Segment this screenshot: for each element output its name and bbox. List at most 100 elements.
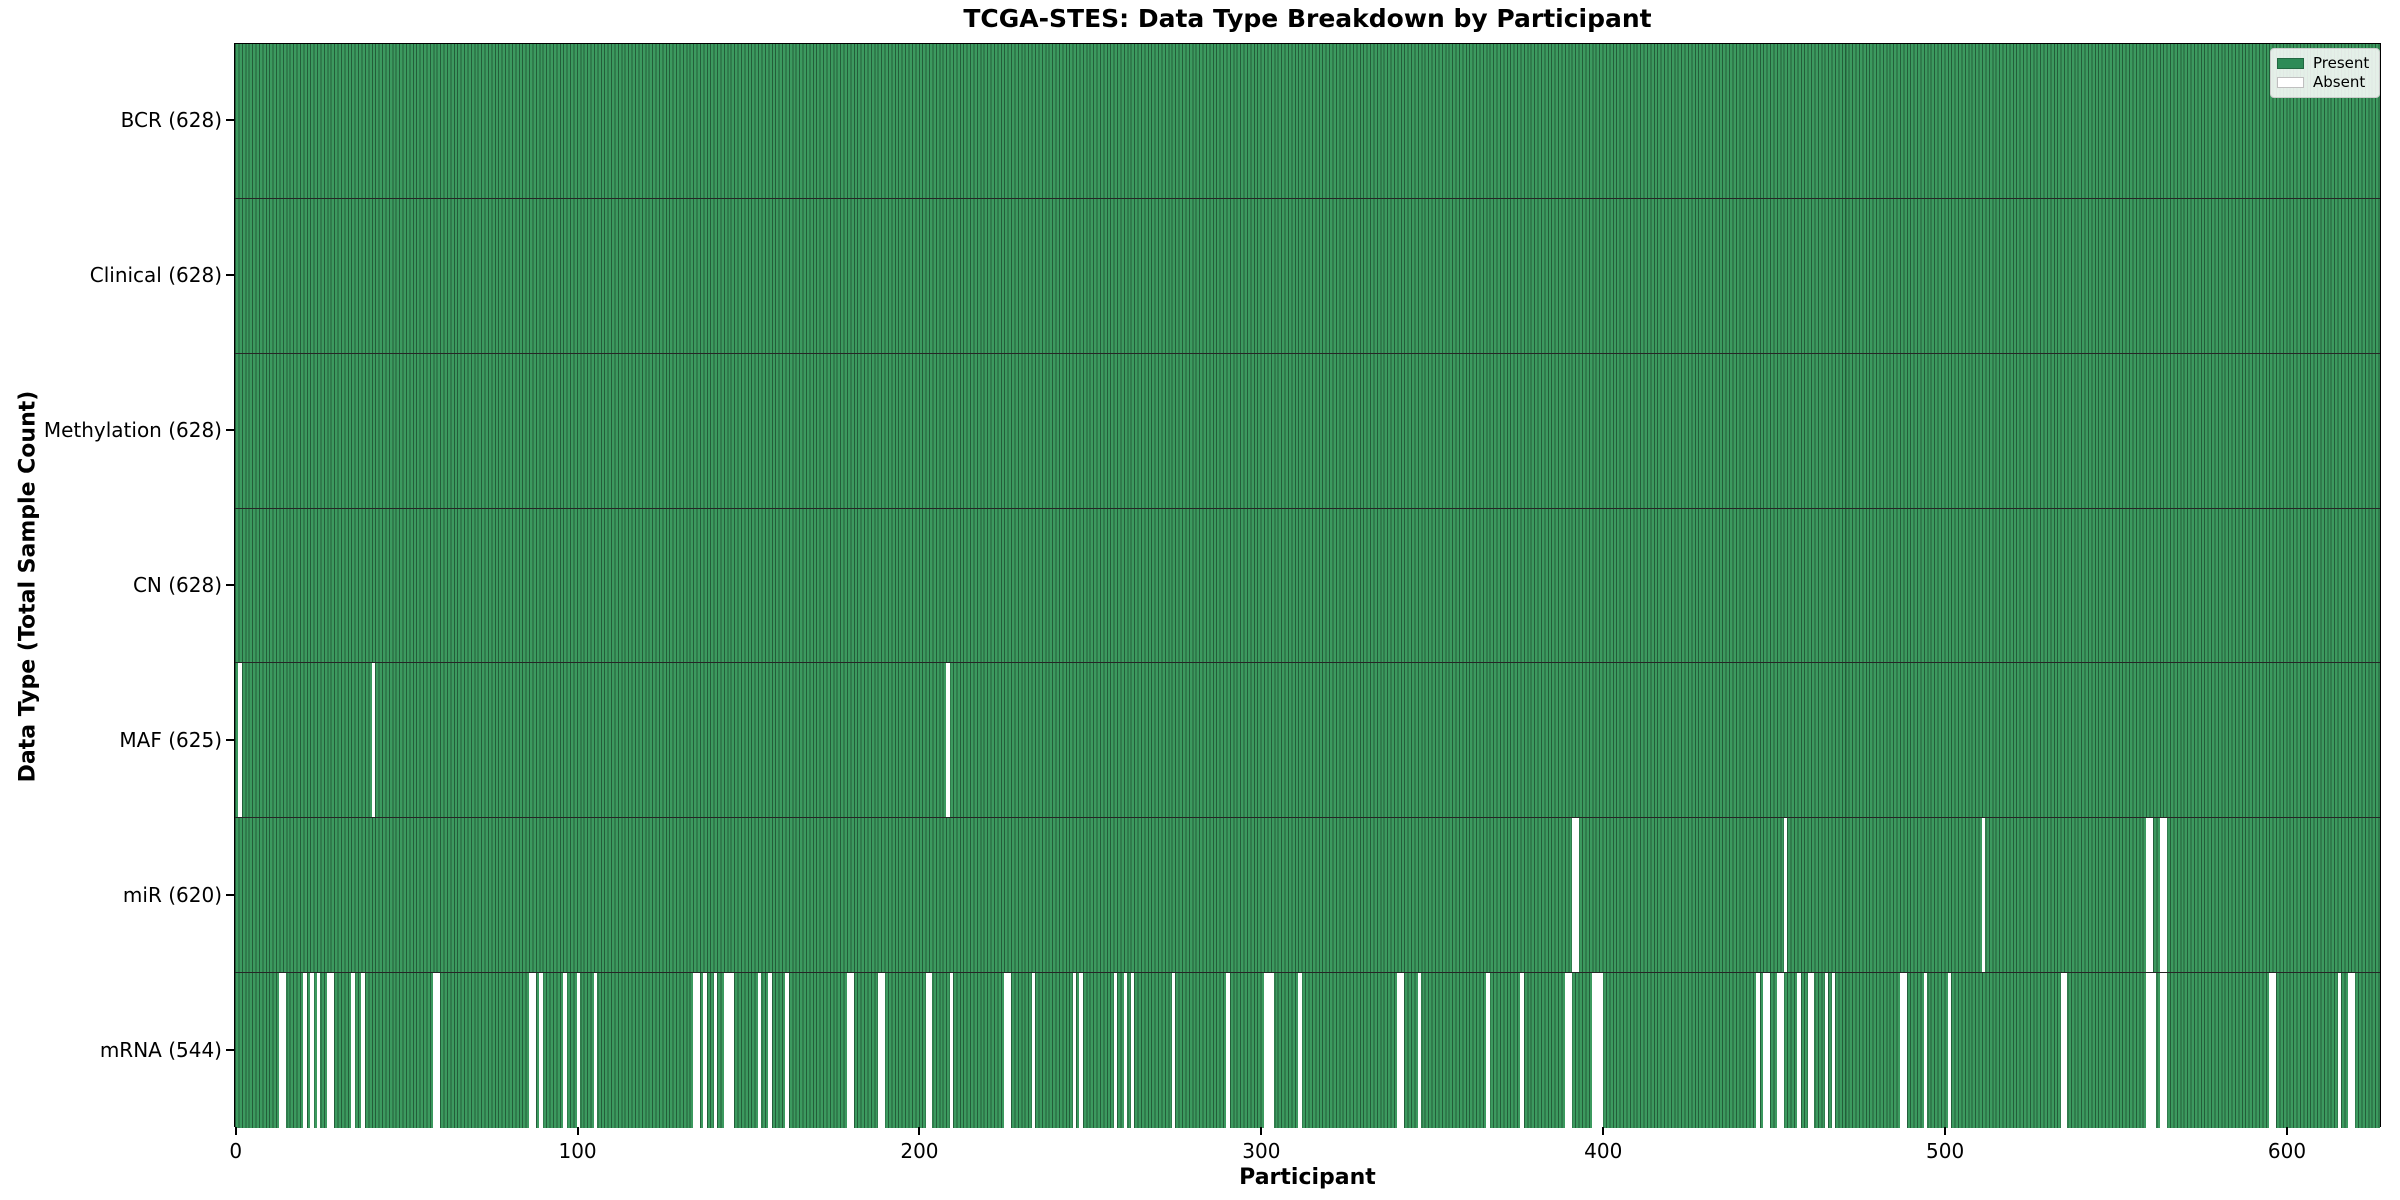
absent-gap	[361, 973, 365, 1128]
absent-gap	[310, 973, 314, 1128]
x-tick-mark	[918, 1127, 921, 1135]
absent-gap	[1575, 818, 1579, 973]
absent-gap	[2146, 818, 2150, 973]
absent-gap	[785, 973, 789, 1128]
absent-gap	[2163, 818, 2167, 973]
absent-gap	[1923, 973, 1928, 1128]
x-tick-label: 100	[558, 1139, 597, 1163]
row-fill-present	[235, 973, 2380, 1128]
absent-gap	[1400, 973, 1405, 1128]
row-fill-present	[235, 44, 2380, 198]
absent-gap	[1568, 973, 1572, 1128]
row-bcr	[235, 44, 2380, 199]
absent-gap	[881, 973, 885, 1128]
row-mrna	[235, 973, 2380, 1128]
absent-gap	[1592, 973, 1596, 1128]
x-tick-mark	[1602, 1127, 1605, 1135]
absent-gap	[1807, 973, 1812, 1128]
absent-gap	[1766, 973, 1771, 1128]
chart-title: TCGA-STES: Data Type Breakdown by Partic…	[963, 4, 1652, 33]
absent-gap	[279, 973, 283, 1128]
absent-gap	[1397, 973, 1401, 1128]
y-tick-label-mrna: mRNA (544)	[99, 1037, 222, 1062]
y-tick-label-mir: miR (620)	[122, 882, 222, 907]
y-tick-label-maf: MAF (625)	[119, 727, 222, 752]
x-tick-label: 500	[1926, 1139, 1965, 1163]
absent-gap	[877, 973, 882, 1128]
absent-gap	[2060, 973, 2065, 1128]
absent-gap	[1130, 973, 1135, 1128]
y-tick-label-cn: CN (628)	[132, 573, 222, 597]
legend-entry-present: Present	[2277, 54, 2371, 73]
absent-gap	[1267, 973, 1271, 1128]
absent-gap	[850, 973, 854, 1128]
absent-gap	[436, 973, 441, 1128]
y-tick-mark	[226, 429, 234, 432]
absent-gap	[2163, 973, 2167, 1128]
absent-gap	[539, 973, 543, 1128]
absent-gap	[1520, 973, 1524, 1128]
y-tick-mark	[226, 584, 234, 586]
absent-gap	[433, 973, 437, 1128]
absent-gap	[1599, 973, 1603, 1128]
x-tick-label: 400	[1584, 1139, 1623, 1163]
legend-swatch-present	[2277, 58, 2304, 69]
legend-label-present: Present	[2313, 54, 2370, 72]
absent-gap	[696, 973, 700, 1128]
legend: Present Absent	[2270, 48, 2380, 98]
absent-gap	[1264, 973, 1268, 1128]
x-tick-label: 600	[2267, 1139, 2307, 1163]
absent-gap	[2269, 973, 2273, 1128]
absent-gap	[730, 973, 735, 1128]
absent-gap	[1824, 973, 1829, 1128]
absent-gap	[1298, 973, 1302, 1128]
absent-gap	[330, 973, 335, 1128]
absent-gap	[925, 973, 929, 1128]
row-fill-present	[235, 353, 2380, 508]
legend-swatch-absent	[2277, 77, 2304, 88]
absent-gap	[593, 973, 598, 1128]
absent-gap	[1763, 973, 1767, 1128]
absent-gap	[576, 973, 581, 1128]
absent-gap	[1831, 973, 1835, 1128]
absent-gap	[2149, 818, 2153, 973]
y-tick-label-clinical: Clinical (628)	[89, 263, 222, 288]
y-tick-mark	[226, 893, 234, 896]
row-mir	[235, 818, 2380, 974]
absent-gap	[371, 663, 376, 818]
legend-label-absent: Absent	[2313, 73, 2366, 91]
absent-gap	[1903, 973, 1907, 1128]
absent-gap	[1171, 973, 1176, 1128]
absent-gap	[1123, 973, 1128, 1128]
absent-gap	[1031, 973, 1035, 1128]
y-tick-mark	[226, 1048, 234, 1051]
absent-gap	[532, 973, 536, 1128]
absent-gap	[1486, 973, 1490, 1128]
absent-gap	[1899, 973, 1904, 1128]
absent-gap	[1783, 818, 1788, 973]
absent-gap	[1417, 973, 1422, 1128]
absent-gap	[529, 973, 533, 1128]
absent-gap	[1226, 973, 1230, 1128]
row-fill-present	[235, 818, 2380, 973]
absent-gap	[929, 973, 933, 1128]
absent-gap	[351, 973, 355, 1128]
absent-gap	[2347, 973, 2352, 1128]
row-maf	[235, 663, 2380, 819]
x-tick-mark	[2285, 1127, 2288, 1135]
absent-gap	[238, 663, 242, 818]
absent-gap	[1564, 973, 1569, 1128]
x-tick-mark	[234, 1127, 237, 1135]
absent-gap	[2149, 973, 2153, 1128]
absent-gap	[946, 663, 950, 818]
absent-gap	[1595, 973, 1600, 1128]
row-methylation	[235, 353, 2380, 509]
absent-gap	[1797, 973, 1801, 1128]
x-tick-mark	[1944, 1127, 1947, 1135]
absent-gap	[563, 973, 567, 1128]
absent-gap	[1780, 973, 1784, 1128]
absent-gap	[1079, 973, 1083, 1128]
absent-gap	[1947, 973, 1952, 1128]
absent-gap	[949, 973, 953, 1128]
